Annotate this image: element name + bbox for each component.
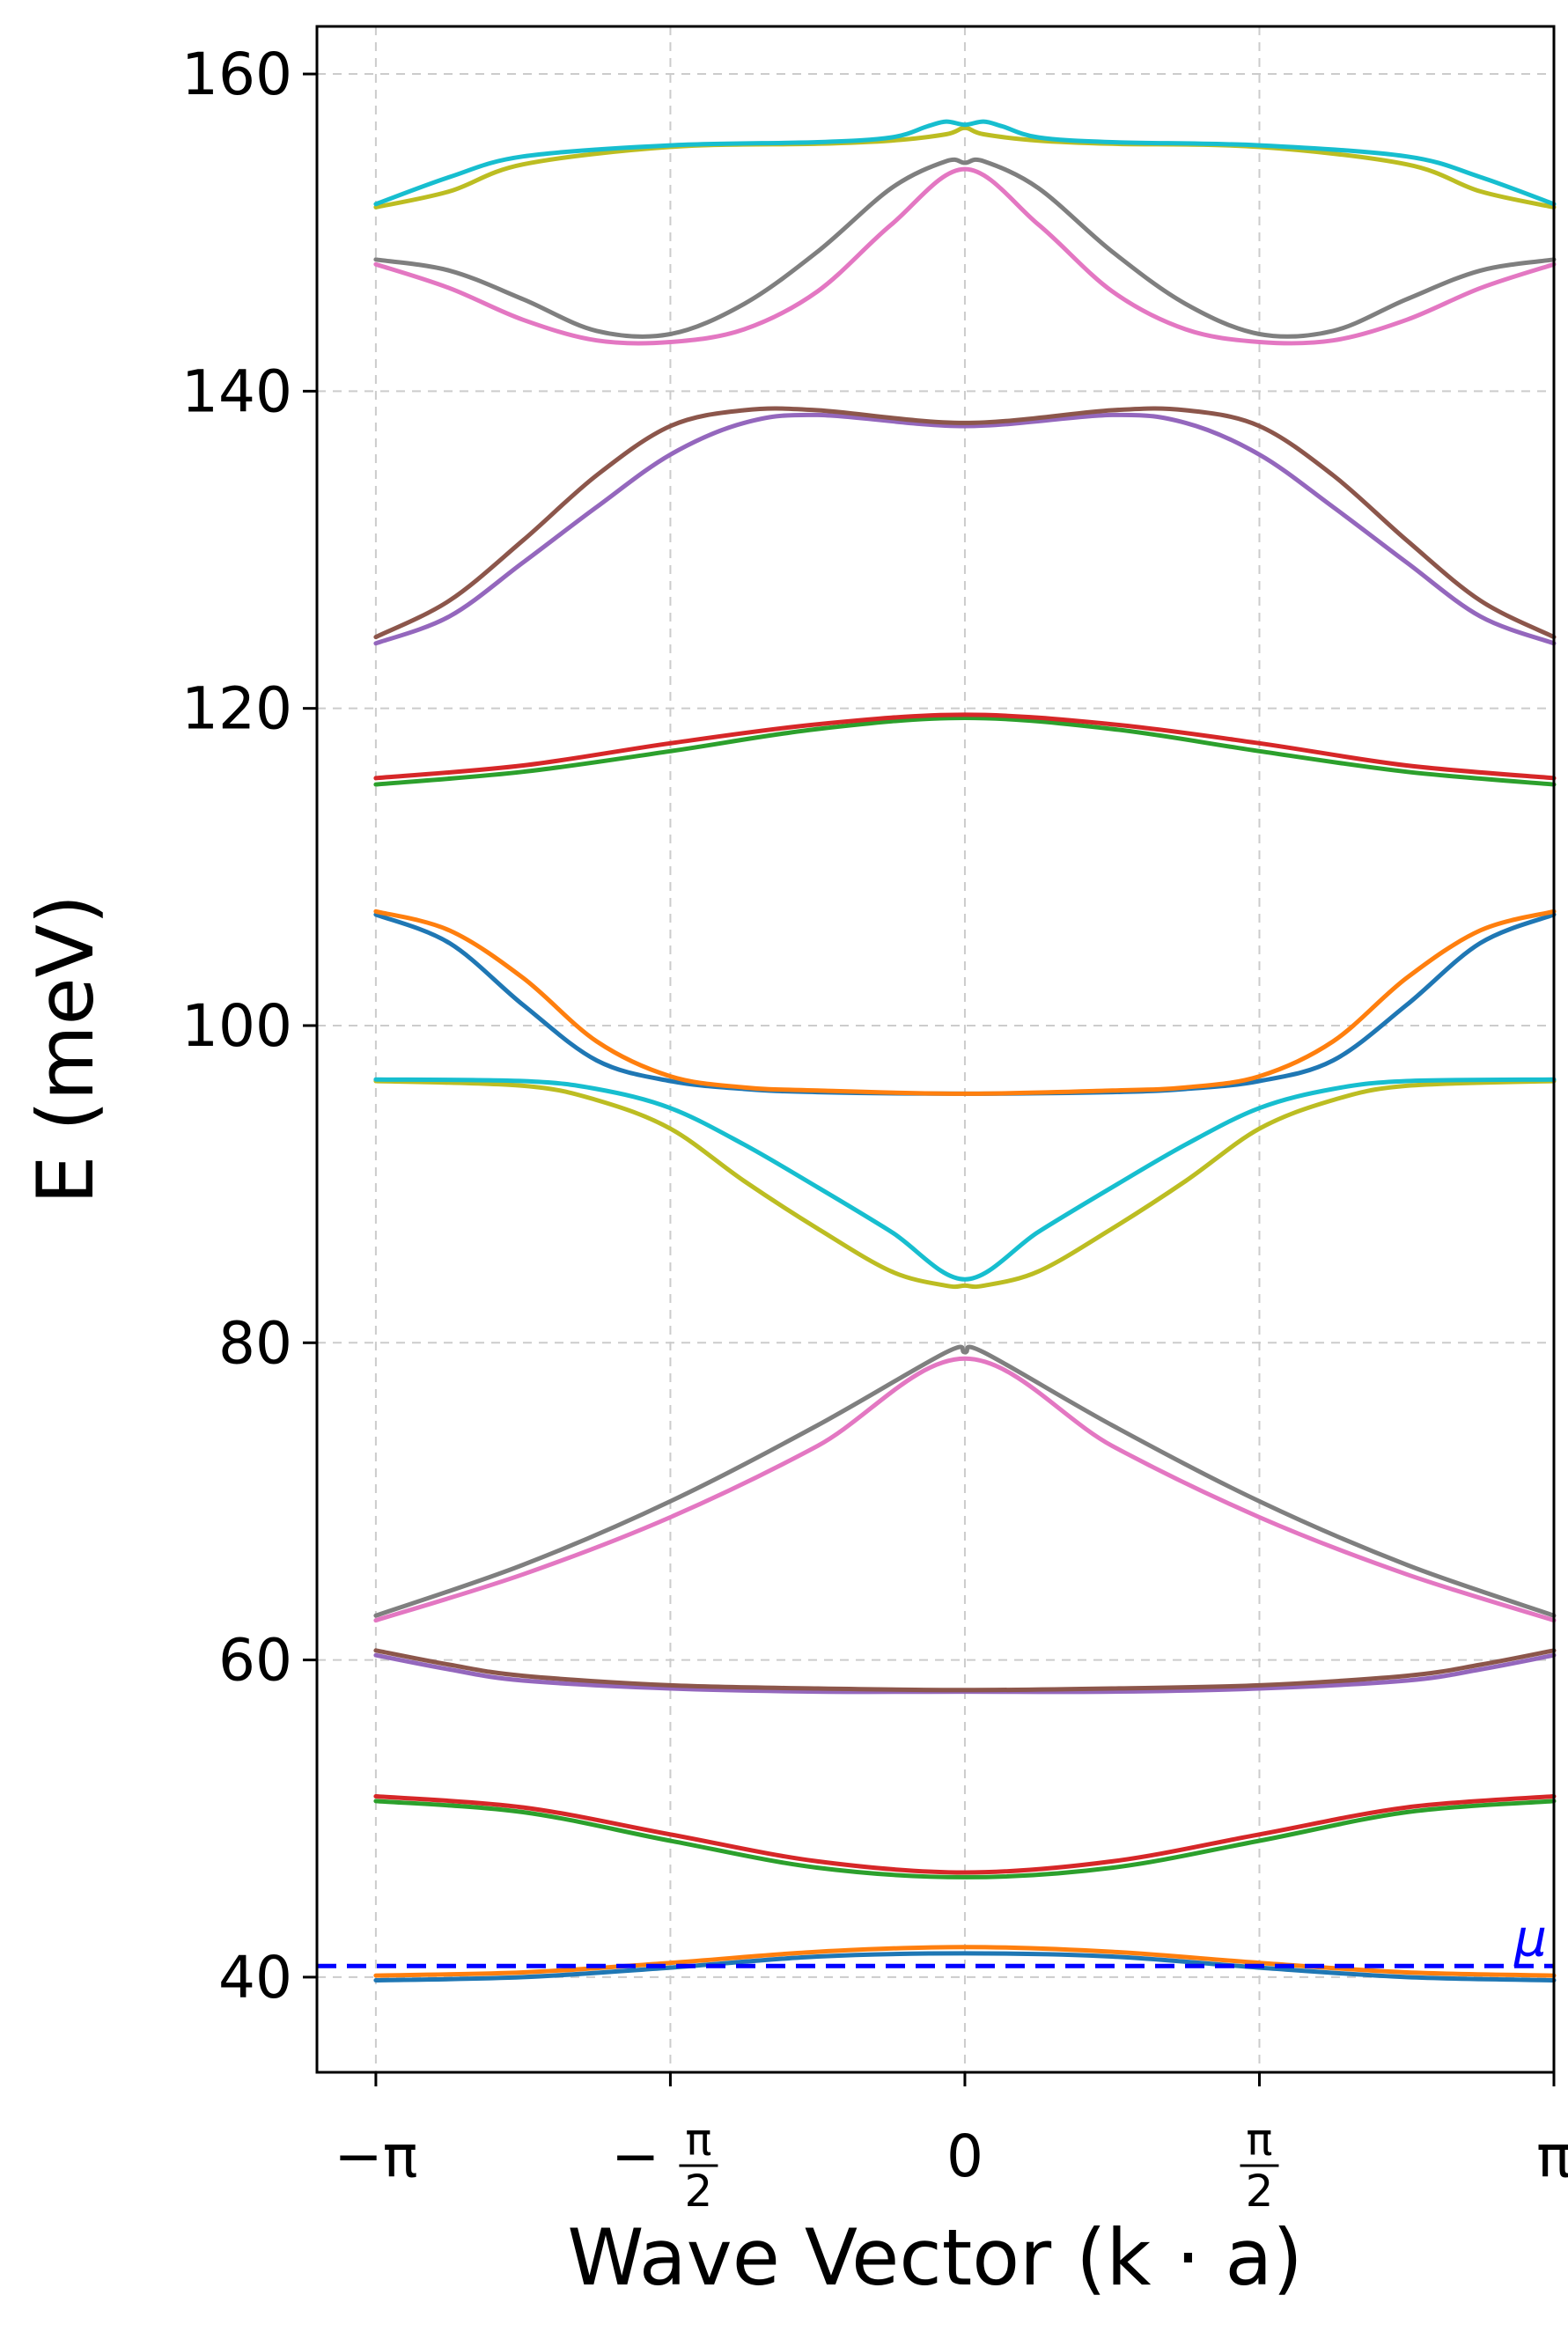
band-curve-6	[373, 1648, 1557, 1693]
x-tick-label: π2	[1240, 2115, 1279, 2217]
y-tick-label: 140	[181, 357, 292, 425]
band-curve-16	[373, 406, 1557, 640]
x-tick-label: −π	[334, 2122, 417, 2190]
chemical-potential-label: μ	[1513, 1908, 1547, 1968]
y-tick-label: 120	[181, 675, 292, 743]
y-tick-label: 60	[218, 1627, 292, 1695]
y-tick-label: 160	[181, 40, 292, 108]
band-curve-20	[373, 119, 1557, 207]
svg-text:π: π	[1246, 2115, 1272, 2166]
x-tick-label: − π2	[611, 2115, 718, 2217]
svg-text:−: −	[611, 2122, 659, 2190]
band-curve-7	[373, 1356, 1557, 1623]
svg-text:π: π	[685, 2115, 711, 2166]
band-curve-13	[373, 716, 1557, 787]
band-curve-18	[373, 157, 1557, 339]
chemical-potential-group: μ	[317, 1908, 1554, 1968]
band-curve-19	[373, 125, 1557, 210]
band-curve-15	[373, 412, 1557, 646]
band-curve-8	[373, 1344, 1557, 1618]
plot-frame	[315, 25, 1556, 2074]
x-tick-label: 0	[946, 2122, 983, 2190]
band-curve-4	[373, 1794, 1557, 1875]
y-tick-label: 100	[181, 992, 292, 1060]
x-tick-label: π	[1536, 2122, 1568, 2190]
x-axis-title: Wave Vector (k · a)	[567, 2212, 1302, 2303]
svg-text:2: 2	[1246, 2166, 1274, 2217]
y-axis-title: E (meV)	[20, 894, 111, 1204]
band-curve-14	[373, 712, 1557, 781]
band-curve-1	[373, 1951, 1557, 1983]
band-curve-17	[373, 166, 1557, 346]
y-tick-label: 40	[218, 1944, 292, 2012]
y-tick-label: 80	[218, 1309, 292, 1377]
band-curve-9	[373, 1078, 1557, 1290]
band-curves	[373, 119, 1557, 1983]
band-curve-12	[373, 909, 1557, 1096]
svg-text:2: 2	[685, 2166, 713, 2217]
band-curve-3	[373, 1799, 1557, 1880]
band-curve-10	[373, 1077, 1557, 1282]
band-curve-2	[373, 1945, 1557, 1978]
